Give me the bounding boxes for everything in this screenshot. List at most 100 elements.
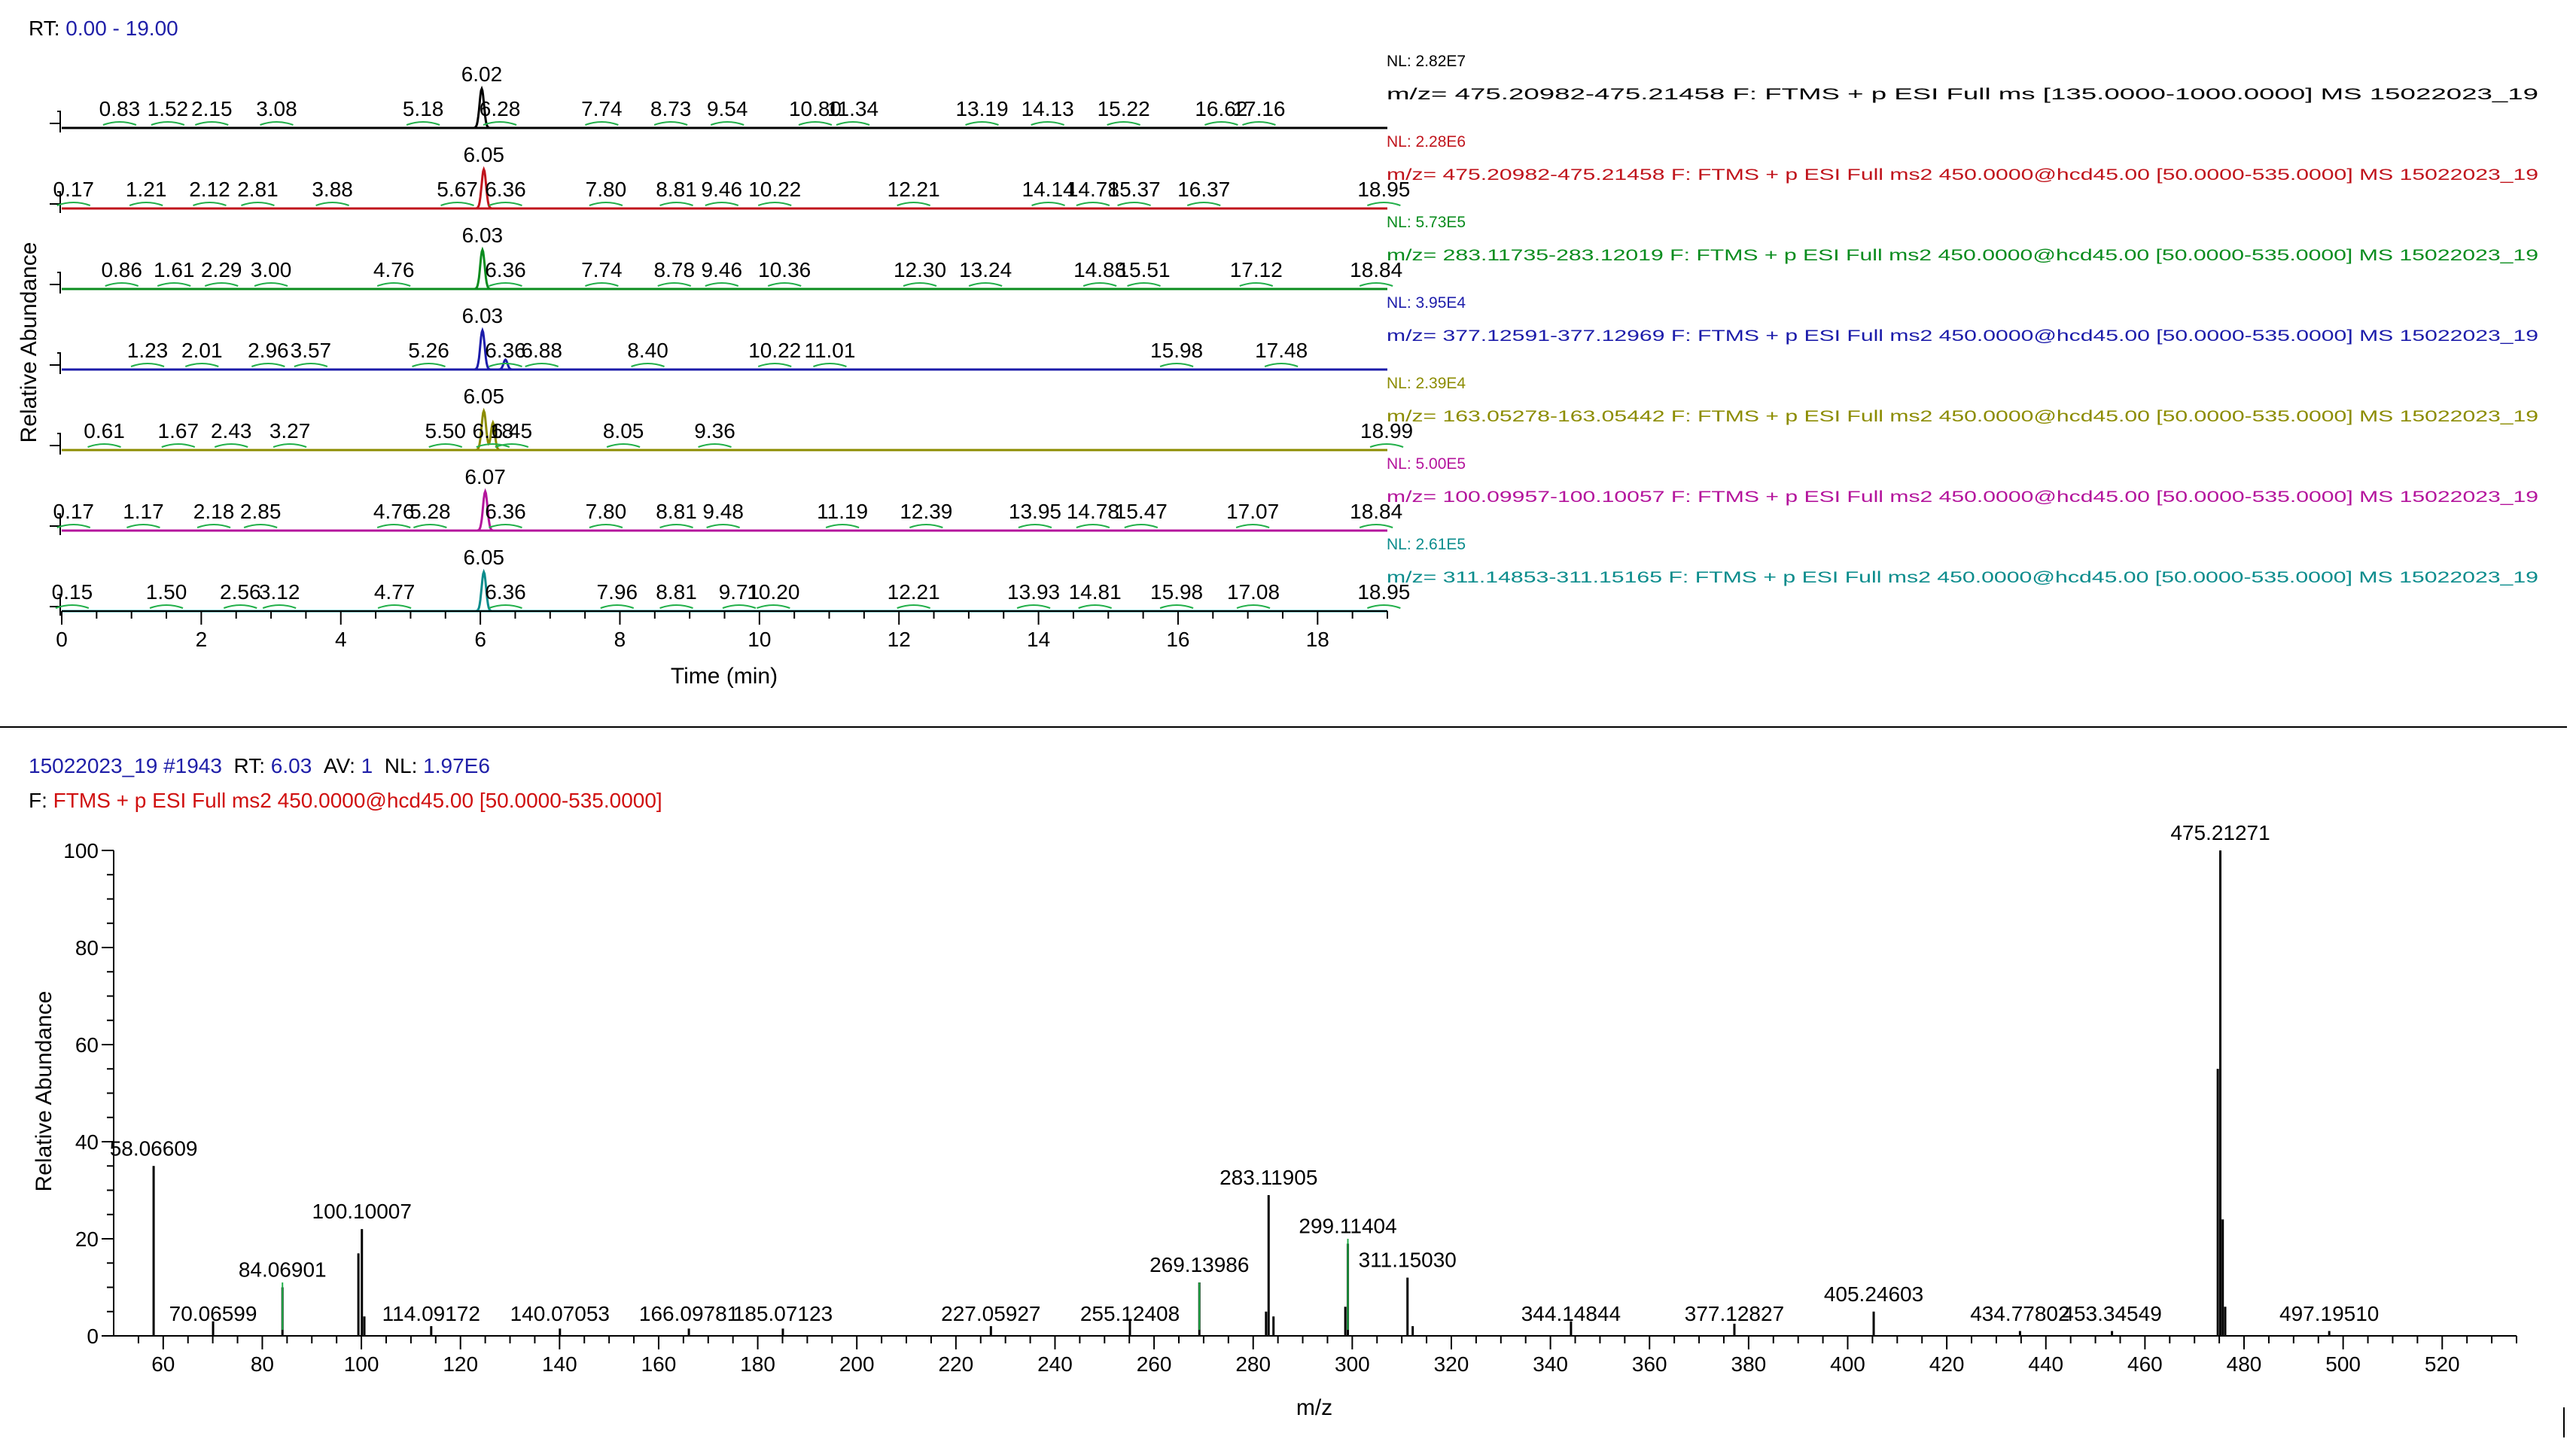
time-tick-label: 16 [1166, 628, 1189, 651]
peak-tick-mark [1076, 524, 1110, 528]
peak-tick-mark [1359, 524, 1393, 528]
peak-tick-mark [909, 524, 943, 528]
peak-tick-mark [161, 443, 196, 448]
peak-tick-mark [965, 121, 999, 126]
peak-label: 13.93 [1007, 580, 1060, 604]
scan-nl-value: 1.97E6 [423, 754, 490, 777]
peak-label: 6.36 [485, 339, 526, 362]
rt-range-value: 0.00 - 19.00 [65, 17, 178, 40]
trace-filter-label: m/z= 163.05278-163.05442 F: FTMS + p ESI… [1387, 408, 2538, 425]
chrom-y-axis-title: Relative Abundance [17, 242, 41, 443]
peak-label: 11.01 [804, 339, 855, 362]
peak-label: 8.73 [650, 97, 692, 120]
peak-label: 0.15 [52, 580, 93, 604]
spectrum-peak-label: 377.12827 [1685, 1302, 1784, 1325]
peak-tick-mark [260, 121, 294, 126]
spectrum-header: 15022023_19 #1943 RT: 6.03 AV: 1 NL: 1.9… [29, 749, 662, 818]
peak-label: 15.98 [1150, 580, 1203, 604]
peak-tick-mark [489, 604, 522, 609]
peak-label: 4.76 [373, 500, 415, 523]
trace-nl-label: NL: 5.00E5 [1387, 455, 1466, 473]
peak-tick-mark [483, 121, 517, 126]
mz-tick-label: 120 [443, 1352, 478, 1376]
peak-tick-mark [1107, 121, 1140, 126]
peak-label: 0.86 [101, 258, 142, 281]
mz-tick-label: 500 [2325, 1352, 2361, 1376]
peak-tick-mark [1235, 524, 1270, 528]
peak-tick-mark [130, 363, 165, 367]
peak-label: 2.96 [248, 339, 289, 362]
peak-tick-mark [196, 524, 231, 528]
peak-label: 9.46 [702, 258, 743, 281]
intensity-tick-label: 60 [75, 1033, 99, 1057]
peak-label: 17.16 [1232, 97, 1285, 120]
peak-label: 12.21 [888, 178, 940, 201]
mz-tick-label: 400 [1830, 1352, 1865, 1376]
peak-tick-mark [606, 443, 641, 448]
peak-label: 17.12 [1230, 258, 1283, 281]
time-tick-label: 2 [196, 628, 208, 651]
mz-tick-label: 340 [1533, 1352, 1568, 1376]
peak-tick-mark [1369, 443, 1404, 448]
apex-label: 6.03 [462, 224, 504, 247]
spectrum-peak-label: 227.05927 [941, 1302, 1040, 1325]
peak-tick-mark [204, 282, 239, 287]
peak-label: 1.67 [158, 419, 199, 443]
peak-tick-mark [1078, 604, 1112, 609]
time-tick-label: 6 [474, 628, 486, 651]
peak-tick-mark [631, 363, 665, 367]
peak-tick-mark [600, 604, 635, 609]
peak-label: 0.17 [53, 178, 95, 201]
peak-tick-mark [126, 524, 160, 528]
peak-tick-mark [440, 202, 474, 206]
peak-label: 10.22 [748, 339, 801, 362]
mz-tick-label: 360 [1632, 1352, 1667, 1376]
peak-tick-mark [757, 604, 790, 609]
peak-label: 14.14 [1022, 178, 1075, 201]
spectrum-peak-label: 283.11905 [1219, 1166, 1317, 1189]
peak-label: 14.81 [1069, 580, 1122, 604]
spectrum-peak-label: 185.07123 [733, 1302, 833, 1325]
peak-tick-mark [1239, 282, 1274, 287]
time-axis-title: Time (min) [671, 664, 778, 689]
peak-label: 9.54 [707, 97, 748, 120]
trace-filter-label: m/z= 283.11735-283.12019 F: FTMS + p ESI… [1387, 247, 2538, 264]
intensity-tick-label: 40 [75, 1130, 99, 1154]
apex-label: 6.05 [463, 143, 504, 166]
peak-tick-mark [241, 202, 275, 206]
peak-label: 2.18 [193, 500, 235, 523]
peak-label: 2.12 [189, 178, 230, 201]
peak-tick-mark [273, 443, 307, 448]
spectrum-peak-label: 311.15030 [1359, 1249, 1457, 1272]
peak-tick-mark [413, 524, 447, 528]
peak-label: 18.95 [1357, 178, 1410, 201]
trace-filter-label: m/z= 377.12591-377.12969 F: FTMS + p ESI… [1387, 327, 2538, 345]
peak-label: 2.29 [201, 258, 242, 281]
peak-label: 6.18 [473, 419, 514, 443]
peak-label: 11.19 [817, 500, 868, 523]
peak-tick-mark [315, 202, 349, 206]
spectrum-peak-label: 84.06901 [239, 1258, 327, 1282]
peak-label: 15.51 [1117, 258, 1170, 281]
mz-tick-label: 440 [2028, 1352, 2063, 1376]
spectrum-peak-label: 475.21271 [2170, 821, 2270, 844]
peak-tick-mark [1264, 363, 1299, 367]
peak-label: 18.99 [1360, 419, 1413, 443]
peak-tick-mark [836, 121, 870, 126]
peak-tick-mark [657, 282, 692, 287]
peak-label: 6.45 [492, 419, 533, 443]
peak-tick-mark [698, 443, 732, 448]
peak-tick-mark [1186, 202, 1221, 206]
peak-label: 3.12 [259, 580, 300, 604]
scan-nl-label: NL: [384, 754, 418, 777]
peak-label: 6.36 [485, 500, 526, 523]
peak-label: 9.71 [719, 580, 760, 604]
trace-peak-line [425, 246, 550, 291]
peak-label: 6.36 [485, 178, 526, 201]
peak-tick-mark [585, 121, 619, 126]
peak-label: 15.47 [1115, 500, 1168, 523]
peak-label: 5.18 [403, 97, 444, 120]
intensity-tick-label: 0 [87, 1325, 99, 1348]
apex-label: 6.05 [463, 546, 504, 569]
spectrum-peak-label: 434.77802 [1970, 1302, 2069, 1325]
